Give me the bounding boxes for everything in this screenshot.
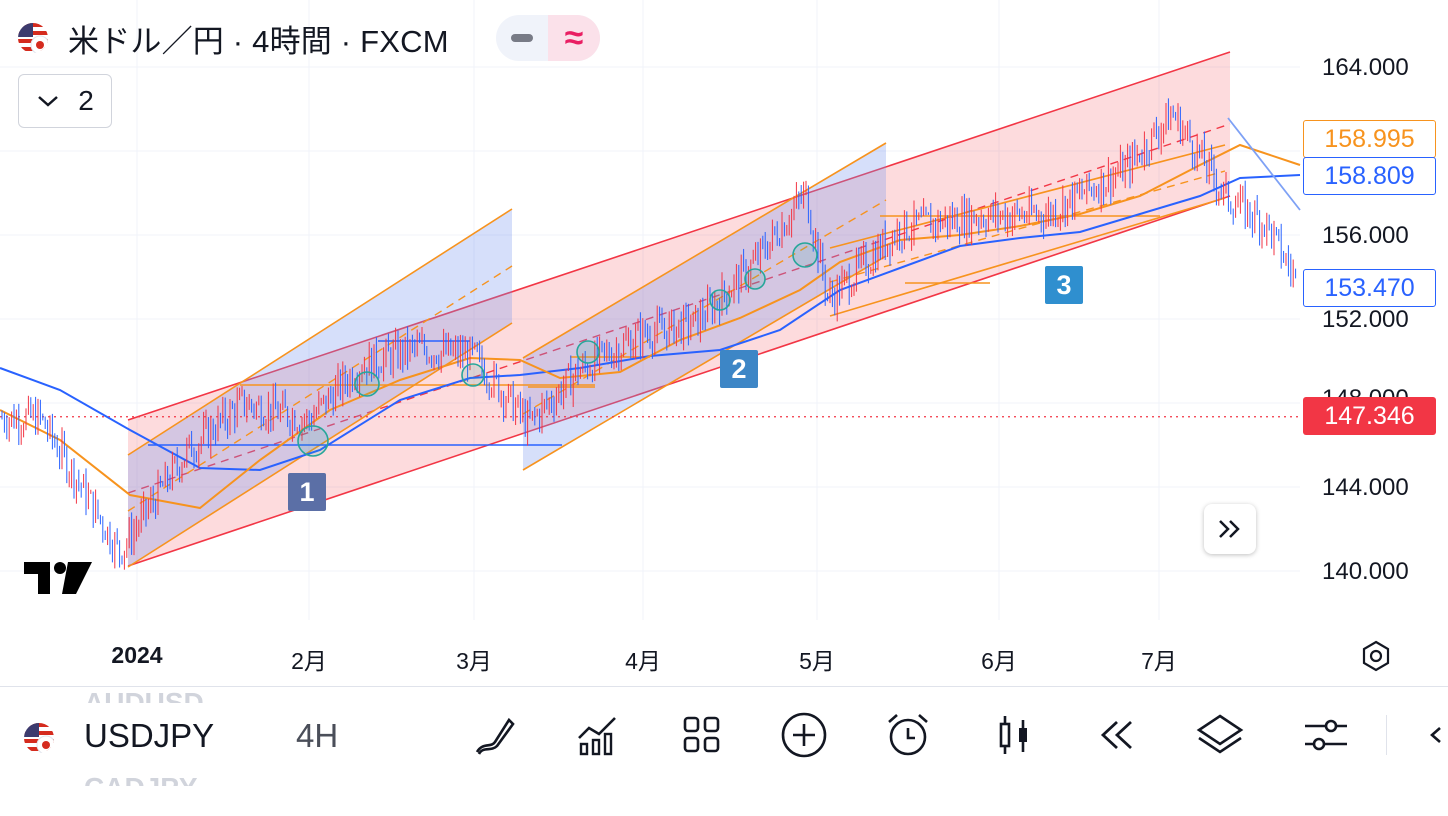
chart-grid	[0, 0, 1300, 620]
time-tick: 4月	[625, 648, 661, 674]
back-icon[interactable]	[1420, 709, 1448, 761]
indicator-collapse-button[interactable]: 2	[18, 74, 112, 128]
toolbar-divider	[1386, 715, 1387, 755]
minus-button[interactable]	[496, 15, 548, 61]
compare-toggle[interactable]: ≈	[496, 15, 600, 61]
highlight-circle	[576, 340, 600, 364]
blue-ma-price-label: 158.809	[1303, 157, 1436, 195]
minus-icon	[511, 34, 533, 42]
price-tick: 140.000	[1322, 558, 1409, 585]
chart-overlays	[297, 242, 818, 457]
price-tick: 164.000	[1322, 54, 1409, 81]
highlight-circle	[354, 371, 380, 397]
blue-level-price-label: 153.470	[1303, 269, 1436, 307]
orange-moving-average	[0, 143, 1301, 510]
price-tick: 148.000	[1322, 385, 1409, 399]
scroll-to-realtime-button[interactable]	[1204, 504, 1256, 554]
highlight-circle	[744, 268, 766, 290]
price-chart[interactable]	[0, 0, 1448, 686]
chart-header: 米ドル／円 · 4時間 · FXCM	[18, 18, 449, 59]
layers-icon[interactable]	[1194, 709, 1246, 761]
orange-channel-1-mid	[127, 265, 513, 512]
time-tick: 6月	[981, 648, 1017, 674]
highlight-circle	[792, 242, 818, 268]
chevron-down-icon	[38, 96, 59, 107]
apps-grid-icon[interactable]	[676, 709, 728, 761]
price-tick: 152.000	[1322, 306, 1409, 333]
red-channel-upper	[127, 51, 1231, 421]
candle-series	[1, 98, 1297, 570]
ghost-symbol-above: AUDUSD	[84, 687, 204, 703]
time-tick: 2024	[111, 642, 163, 668]
marker-2: 2	[720, 350, 758, 388]
chart-settings-icon[interactable]	[1358, 638, 1394, 679]
marker-1: 1	[288, 473, 326, 511]
candle-icon[interactable]	[988, 709, 1040, 761]
orange-channel-3-upper	[829, 144, 1226, 249]
down-trendline	[1227, 117, 1301, 211]
orange-channel-2-upper	[522, 142, 887, 359]
approx-icon: ≈	[564, 19, 584, 57]
orange-channel-2-mid	[522, 199, 887, 415]
tradingview-logo	[24, 560, 92, 601]
us-jp-flag-icon	[24, 723, 54, 753]
orange-channel-3-mid	[829, 170, 1226, 283]
blue-moving-average	[0, 174, 1301, 472]
orange-channel-3-lower	[829, 197, 1226, 317]
chart-title[interactable]: 米ドル／円 · 4時間 · FXCM	[68, 23, 449, 59]
add-icon[interactable]	[778, 709, 830, 761]
approx-button[interactable]: ≈	[548, 15, 600, 61]
highlight-circle	[709, 289, 731, 311]
ghost-symbol-below: CADJPY	[84, 772, 198, 786]
highlight-circle	[461, 363, 485, 387]
alarm-icon[interactable]	[882, 709, 934, 761]
us-jp-flag-icon	[18, 23, 48, 53]
chart-drawings	[0, 51, 1301, 568]
time-tick: 3月	[456, 648, 492, 674]
interval-button[interactable]: 4H	[296, 717, 339, 754]
bottom-toolbar: AUDUSD USDJPY 4H CADJPY	[0, 686, 1448, 816]
indicator-count: 2	[78, 85, 94, 116]
price-tick: 144.000	[1322, 474, 1409, 501]
orange-channel-1-upper	[127, 208, 513, 456]
symbol-button[interactable]: USDJPY	[84, 717, 215, 754]
last-price-label: 147.346	[1303, 397, 1436, 435]
replay-icon[interactable]	[1090, 709, 1142, 761]
marker-3: 3	[1045, 266, 1083, 304]
price-tick: 156.000	[1322, 222, 1409, 249]
pen-icon[interactable]	[468, 709, 520, 761]
highlight-circle	[297, 425, 329, 457]
settings-icon[interactable]	[1300, 709, 1352, 761]
indicators-icon[interactable]	[572, 709, 624, 761]
double-chevron-right-icon	[1219, 520, 1240, 538]
time-tick: 2月	[291, 648, 327, 674]
orange-ma-price-label: 158.995	[1303, 120, 1436, 158]
red-channel-mid	[127, 123, 1231, 494]
time-tick: 5月	[799, 648, 835, 674]
time-tick: 7月	[1141, 648, 1177, 674]
